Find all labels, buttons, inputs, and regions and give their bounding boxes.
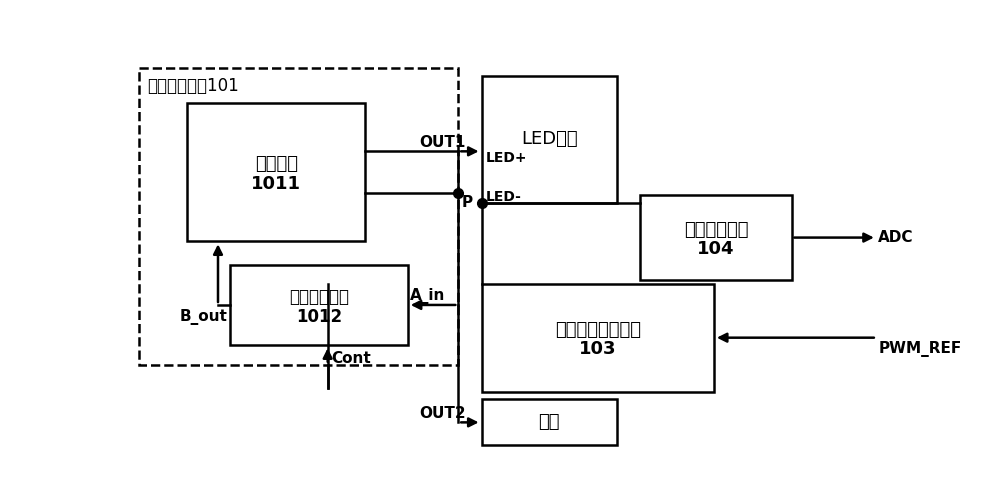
Text: 供电电路: 供电电路 [255,155,298,173]
Text: 104: 104 [697,240,735,258]
Bar [482,284,714,392]
Text: 电压检测电路: 电压检测电路 [684,221,748,239]
Text: 反馈调整电路: 反馈调整电路 [289,288,349,306]
Text: 后端线性恒流电路: 后端线性恒流电路 [555,321,641,339]
Text: P: P [462,196,473,211]
Bar [482,76,617,203]
Text: OUT1: OUT1 [420,135,466,150]
Text: A_in: A_in [410,288,446,304]
Text: 主板: 主板 [539,413,560,431]
Text: LED-: LED- [485,190,521,204]
Bar [139,68,458,364]
Text: 前端电源电路101: 前端电源电路101 [147,78,238,95]
Text: PWM_REF: PWM_REF [878,341,962,357]
Text: OUT2: OUT2 [419,406,466,421]
Text: LED灯串: LED灯串 [521,131,578,148]
Bar [187,103,365,241]
Text: B_out: B_out [179,308,227,325]
Bar [640,195,792,280]
Text: Cont: Cont [332,351,371,366]
Text: ADC: ADC [878,230,914,245]
Text: LED+: LED+ [485,151,527,164]
Text: 1011: 1011 [251,175,301,193]
Text: 103: 103 [579,340,616,358]
Bar [230,265,408,345]
Bar [482,399,617,446]
Text: 1012: 1012 [296,307,342,326]
